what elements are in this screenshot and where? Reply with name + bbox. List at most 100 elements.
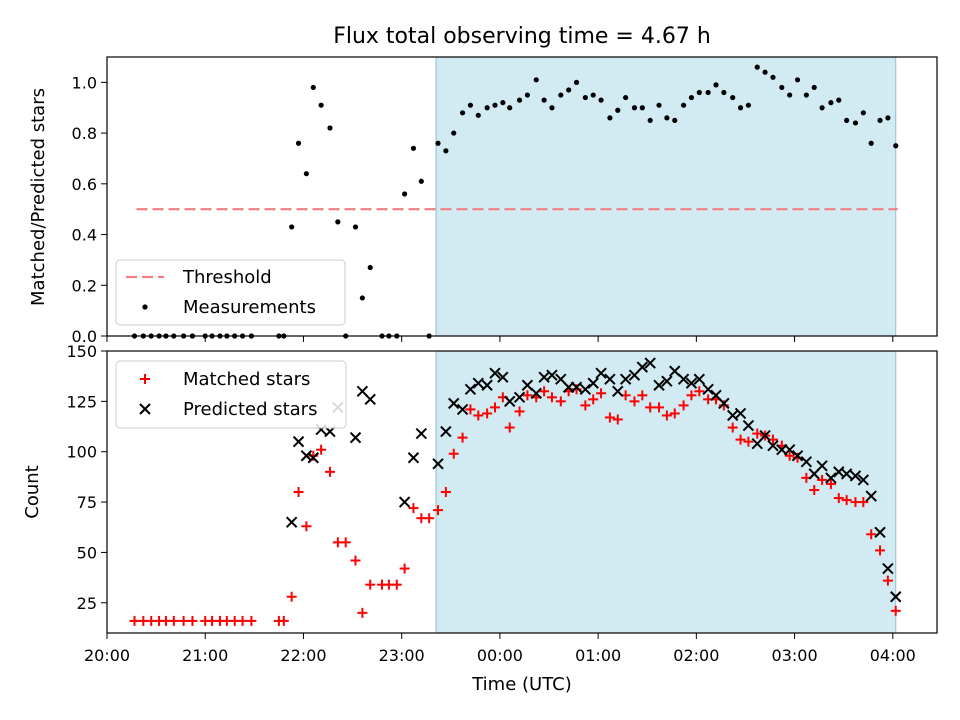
- measurement-point: [852, 120, 859, 126]
- measurement-point: [541, 97, 547, 103]
- matched-star-point: [440, 487, 451, 497]
- x-b: [849, 470, 862, 482]
- matched-star-point: [286, 591, 297, 602]
- measurement-point: [402, 191, 408, 197]
- measurement-point: [435, 140, 441, 146]
- matched-star-point: [588, 394, 599, 405]
- predicted-star-point: [489, 367, 501, 379]
- y-tick-label: 0.0: [72, 327, 97, 346]
- matched-star-point: [465, 404, 476, 415]
- axes-frame-bottom: [106, 350, 938, 634]
- predicted-star-point: [693, 373, 706, 385]
- measurement-point: [754, 64, 760, 70]
- matched-star-point: [408, 503, 419, 514]
- predicted-star-point: [285, 516, 298, 528]
- measurement-point: [803, 92, 809, 98]
- measurement-point: [410, 145, 417, 151]
- predicted-star-point: [456, 403, 469, 416]
- predicted-star-point: [840, 468, 853, 480]
- x-b: [857, 474, 870, 486]
- x-b: [530, 387, 542, 400]
- x-b: [300, 450, 313, 462]
- predicted-star-point: [619, 373, 632, 385]
- predicted-star-point: [759, 429, 771, 442]
- measurement-point: [745, 102, 752, 108]
- x-tick-label: 04:00: [870, 646, 916, 665]
- predicted-star-point: [587, 377, 599, 389]
- x-b: [489, 367, 501, 379]
- measurement-point: [885, 115, 891, 121]
- measurement-point: [327, 125, 333, 131]
- legend-box: [115, 259, 346, 326]
- measurement-point: [607, 115, 613, 121]
- chart-title: Flux total observing time = 4.67 h: [333, 24, 711, 49]
- measurement-point: [475, 112, 481, 118]
- predicted-star-point: [448, 397, 460, 410]
- measurement-point: [303, 171, 309, 177]
- measurement-point: [860, 110, 866, 116]
- predicted-star-point: [612, 385, 624, 397]
- x-b: [364, 393, 376, 406]
- x-b: [521, 379, 534, 391]
- predicted-star-point: [415, 427, 428, 440]
- x-axis-label: Time (UTC): [471, 674, 572, 695]
- matched-star-point: [350, 555, 361, 566]
- x-b: [882, 562, 894, 575]
- x-b: [440, 425, 452, 438]
- measurement-point: [289, 224, 295, 230]
- matched-star-point: [686, 390, 697, 401]
- predicted-star-point: [702, 383, 714, 395]
- legend-bottom: Matched stars Predicted stars: [115, 360, 347, 429]
- y-tick-label: 0.2: [72, 276, 97, 295]
- matched-star-point: [539, 386, 550, 397]
- x-tick-label: 00:00: [477, 646, 523, 665]
- matched-star-point: [391, 579, 402, 590]
- measurement-point: [573, 79, 580, 85]
- measurement-point: [647, 117, 653, 124]
- measurement-point: [844, 117, 850, 124]
- measurement-point: [868, 140, 874, 146]
- x-b: [890, 591, 902, 603]
- matched-star-point: [882, 575, 893, 586]
- measurement-point: [737, 105, 744, 111]
- measurement-point: [680, 102, 687, 108]
- matched-star-point: [604, 412, 615, 423]
- matched-star-point: [278, 615, 289, 626]
- matched-star-point: [293, 487, 304, 497]
- matched-star-point: [399, 563, 410, 574]
- measurement-point: [770, 74, 776, 80]
- measurement-point: [367, 264, 373, 271]
- x-b: [538, 371, 550, 383]
- legend-threshold-label: Threshold: [182, 267, 272, 288]
- matched-star-point: [727, 422, 738, 433]
- predicted-star-point: [816, 460, 828, 472]
- measurement-point: [819, 105, 825, 111]
- measurement-point: [598, 97, 604, 103]
- legend-matched-label: Matched stars: [183, 369, 310, 390]
- matched-star-point: [669, 408, 680, 419]
- measurement-point: [582, 94, 588, 101]
- x-b: [595, 367, 607, 379]
- predicted-star-point: [521, 379, 534, 391]
- matched-star-point: [340, 537, 351, 548]
- predicted-star-point: [669, 365, 681, 377]
- measurement-point: [794, 77, 801, 83]
- x-b: [734, 407, 747, 420]
- x-b: [726, 409, 739, 422]
- measurement-point: [492, 102, 498, 108]
- matched-star-point: [825, 478, 836, 489]
- predicted-star-point: [481, 379, 493, 391]
- y-tick-label: 0.8: [72, 124, 97, 143]
- matched-star-point: [424, 513, 435, 524]
- matched-star-point: [482, 408, 493, 419]
- x-b: [685, 377, 698, 389]
- predicted-star-point: [432, 458, 444, 470]
- x-b: [759, 429, 771, 442]
- measurement-point: [615, 107, 621, 113]
- bottom-panel: 25 50 75 100 125 150 20:00 21:00 22:00 23:00 00:00…: [66, 342, 938, 665]
- predicted-star-point: [497, 371, 509, 383]
- measurement-point: [672, 117, 678, 124]
- x-tick-label: 01:00: [575, 646, 621, 665]
- legend-box: [115, 360, 347, 429]
